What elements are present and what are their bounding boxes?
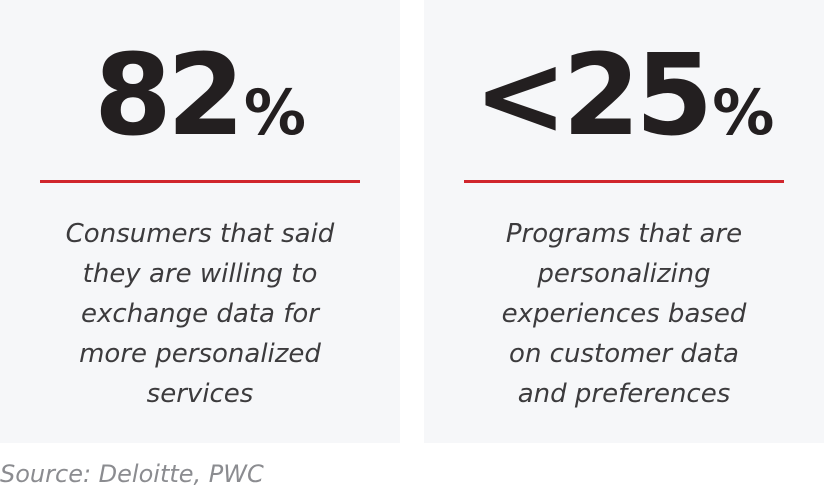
red-divider bbox=[464, 180, 784, 183]
stat-card-programs: <25% Programs that are personalizing exp… bbox=[424, 0, 824, 443]
stat-description: Programs that are personalizing experien… bbox=[444, 214, 804, 414]
source-caption: Source: Deloitte, PWC bbox=[0, 460, 264, 488]
stat-number: <25 bbox=[473, 31, 714, 161]
description-line: Consumers that said bbox=[65, 219, 335, 249]
stat-number: 82 bbox=[94, 31, 245, 161]
description-line: they are willing to bbox=[82, 259, 318, 289]
stat-value: <25% bbox=[424, 40, 824, 152]
percent-sign: % bbox=[712, 76, 775, 149]
description-line: services bbox=[146, 379, 254, 409]
percent-sign: % bbox=[243, 76, 306, 149]
description-line: on customer data bbox=[509, 339, 739, 369]
description-line: experiences based bbox=[501, 299, 747, 329]
description-line: personalizing bbox=[537, 259, 711, 289]
red-divider bbox=[40, 180, 360, 183]
stat-value: 82% bbox=[0, 40, 400, 152]
stat-card-consumers: 82% Consumers that said they are willing… bbox=[0, 0, 400, 443]
stat-description: Consumers that said they are willing to … bbox=[20, 214, 380, 414]
description-line: exchange data for bbox=[81, 299, 319, 329]
description-line: Programs that are bbox=[505, 219, 743, 249]
description-line: and preferences bbox=[517, 379, 731, 409]
description-line: more personalized bbox=[79, 339, 321, 369]
